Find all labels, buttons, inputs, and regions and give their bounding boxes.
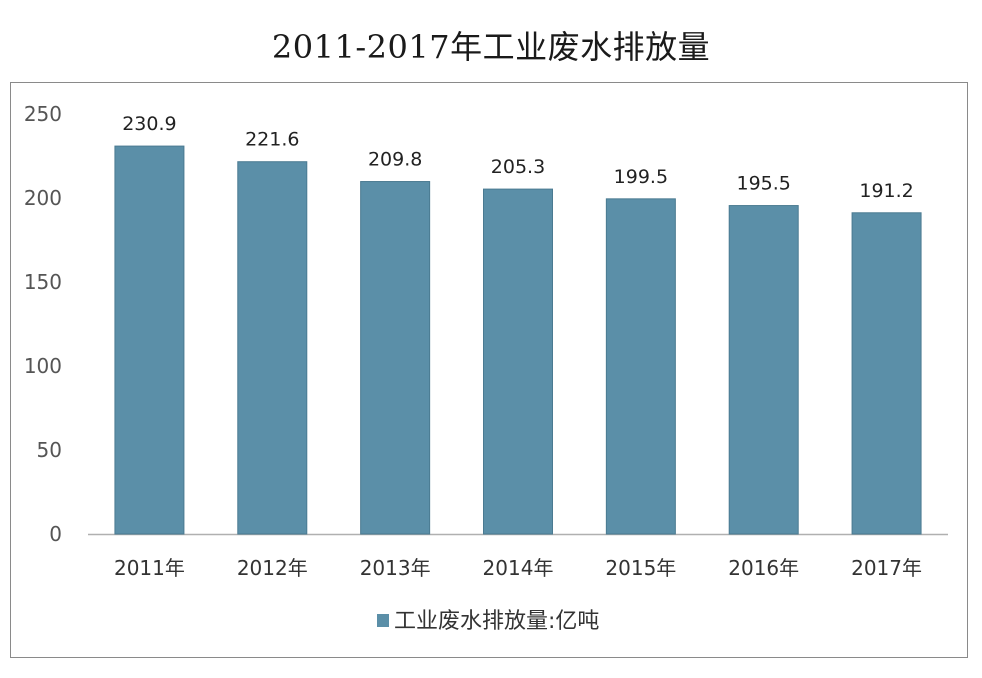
y-tick-label: 200 <box>24 186 62 210</box>
bar <box>605 198 676 535</box>
y-tick-label: 100 <box>24 354 62 378</box>
x-tick-label: 2011年 <box>114 556 185 580</box>
y-tick-label: 250 <box>24 102 62 126</box>
bar <box>360 181 431 535</box>
data-label: 209.8 <box>368 149 422 171</box>
x-tick-label: 2016年 <box>728 556 799 580</box>
chart-frame <box>10 82 968 658</box>
y-tick-label: 150 <box>24 270 62 294</box>
chart-title: 2011-2017年工业废水排放量 <box>271 28 711 66</box>
data-label: 205.3 <box>491 156 545 178</box>
x-tick-label: 2014年 <box>483 556 554 580</box>
y-tick-label: 0 <box>49 522 62 546</box>
bar <box>851 212 922 535</box>
data-label: 221.6 <box>245 129 299 151</box>
bar <box>483 188 553 535</box>
x-tick-label: 2012年 <box>237 556 308 580</box>
bar <box>728 205 799 535</box>
data-label: 199.5 <box>614 166 668 188</box>
x-tick-label: 2017年 <box>851 556 922 580</box>
bar <box>237 161 308 535</box>
legend-swatch <box>377 614 389 627</box>
data-label: 191.2 <box>859 180 913 202</box>
data-label: 195.5 <box>737 173 791 195</box>
legend-label: 工业废水排放量:亿吨 <box>394 609 599 634</box>
x-tick-label: 2015年 <box>605 556 676 580</box>
bar <box>114 145 185 535</box>
x-tick-label: 2013年 <box>360 556 431 580</box>
data-label: 230.9 <box>122 113 176 135</box>
y-tick-label: 50 <box>37 438 62 462</box>
